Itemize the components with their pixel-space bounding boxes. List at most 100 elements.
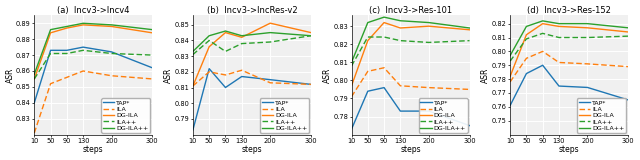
ILA [108, 75, 115, 77]
ILA [523, 57, 531, 59]
TAP* [189, 129, 196, 131]
ILA [425, 87, 433, 89]
Line: DG-ILA++: DG-ILA++ [510, 21, 628, 56]
ILA [555, 61, 563, 63]
ILA [397, 85, 404, 87]
DG-ILA [624, 31, 632, 33]
Line: ILA: ILA [510, 51, 628, 82]
Line: TAP*: TAP* [193, 69, 311, 130]
ILA [506, 81, 514, 83]
DG-ILA++ [31, 73, 38, 75]
ILA [205, 71, 213, 73]
TAP* [47, 49, 54, 51]
TAP* [364, 90, 372, 92]
Line: ILA: ILA [193, 70, 311, 86]
DG-ILA [238, 36, 246, 38]
TAP* [380, 87, 388, 89]
ILA++ [148, 54, 156, 56]
DG-ILA++ [79, 22, 87, 24]
Line: ILA++: ILA++ [351, 37, 470, 66]
TAP* [466, 125, 474, 127]
DG-ILA [79, 24, 87, 26]
DG-ILA++ [63, 25, 70, 27]
ILA [380, 67, 388, 69]
TAP* [397, 110, 404, 112]
ILA++ [506, 60, 514, 62]
Line: DG-ILA: DG-ILA [510, 24, 628, 76]
DG-ILA [364, 40, 372, 42]
ILA++ [47, 52, 54, 54]
Title: (c)  Incv3->Res-101: (c) Incv3->Res-101 [369, 6, 452, 15]
ILA [584, 63, 591, 65]
Line: ILA: ILA [35, 71, 152, 133]
Legend: TAP*, ILA, DG-ILA, ILA++, DG-ILA++: TAP*, ILA, DG-ILA, ILA++, DG-ILA++ [260, 98, 309, 133]
ILA++ [31, 78, 38, 80]
ILA++ [380, 36, 388, 38]
TAP* [266, 79, 274, 81]
TAP* [221, 87, 229, 88]
DG-ILA++ [108, 24, 115, 26]
Line: TAP*: TAP* [351, 88, 470, 129]
ILA++ [555, 36, 563, 38]
ILA++ [397, 40, 404, 42]
Y-axis label: ASR: ASR [164, 67, 173, 83]
TAP* [624, 99, 632, 101]
ILA++ [539, 32, 547, 34]
Line: DG-ILA: DG-ILA [193, 23, 311, 86]
DG-ILA [108, 25, 115, 27]
DG-ILA [523, 34, 531, 36]
Line: ILA++: ILA++ [193, 36, 311, 55]
TAP* [31, 102, 38, 104]
ILA [221, 74, 229, 76]
ILA++ [266, 41, 274, 43]
DG-ILA++ [397, 20, 404, 22]
Line: ILA++: ILA++ [35, 50, 152, 79]
ILA++ [307, 35, 315, 37]
DG-ILA [539, 23, 547, 25]
Line: DG-ILA: DG-ILA [35, 25, 152, 79]
Title: (b)  Incv3->IncRes-v2: (b) Incv3->IncRes-v2 [207, 6, 297, 15]
TAP* [555, 85, 563, 87]
Line: DG-ILA++: DG-ILA++ [351, 17, 470, 62]
DG-ILA [47, 32, 54, 34]
DG-ILA++ [364, 22, 372, 24]
ILA++ [624, 35, 632, 37]
ILA [348, 96, 355, 98]
TAP* [205, 68, 213, 70]
TAP* [425, 110, 433, 112]
DG-ILA++ [348, 61, 355, 63]
DG-ILA++ [205, 35, 213, 37]
DG-ILA++ [266, 32, 274, 34]
Title: (d)  Incv3->Res-152: (d) Incv3->Res-152 [527, 6, 611, 15]
DG-ILA++ [47, 29, 54, 31]
DG-ILA [555, 25, 563, 27]
ILA++ [79, 49, 87, 51]
ILA [79, 70, 87, 72]
DG-ILA++ [380, 16, 388, 18]
ILA [466, 88, 474, 90]
TAP* [539, 64, 547, 66]
DG-ILA++ [539, 20, 547, 22]
Legend: TAP*, ILA, DG-ILA, ILA++, DG-ILA++: TAP*, ILA, DG-ILA, ILA++, DG-ILA++ [577, 98, 627, 133]
TAP* [584, 86, 591, 88]
DG-ILA++ [624, 27, 632, 29]
ILA++ [221, 50, 229, 52]
ILA++ [348, 65, 355, 67]
Line: TAP*: TAP* [35, 47, 152, 103]
DG-ILA++ [189, 50, 196, 52]
Line: DG-ILA: DG-ILA [351, 23, 470, 86]
DG-ILA [266, 22, 274, 24]
TAP* [148, 67, 156, 69]
DG-ILA [63, 27, 70, 29]
TAP* [79, 46, 87, 48]
TAP* [108, 51, 115, 53]
ILA++ [425, 41, 433, 43]
TAP* [348, 128, 355, 130]
ILA [624, 66, 632, 68]
DG-ILA [425, 25, 433, 27]
DG-ILA [348, 85, 355, 87]
ILA++ [63, 52, 70, 54]
ILA++ [205, 40, 213, 41]
ILA++ [466, 40, 474, 42]
ILA++ [584, 36, 591, 38]
